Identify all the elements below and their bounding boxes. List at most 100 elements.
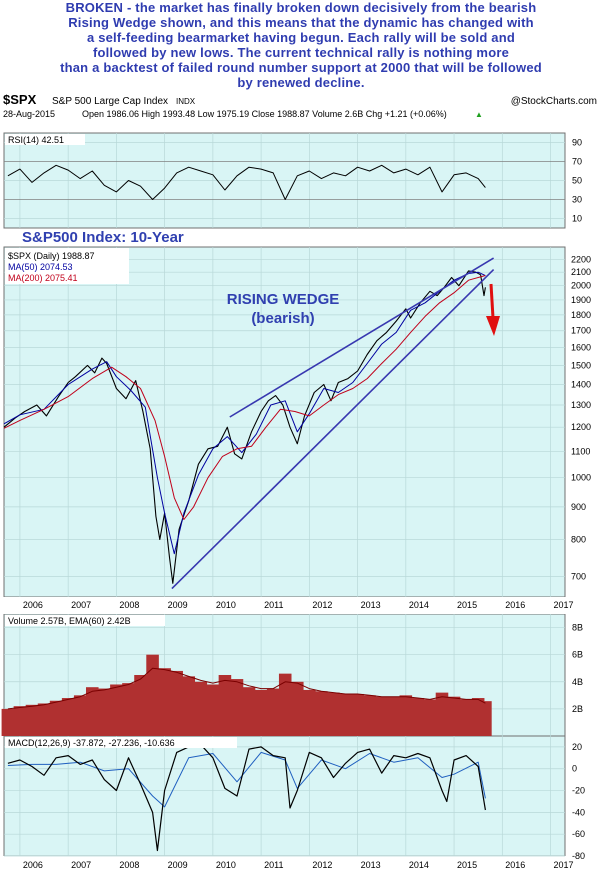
volume-bar xyxy=(73,695,87,736)
year-tick-label: 2006 xyxy=(23,600,43,610)
volume-bar xyxy=(315,691,328,736)
volume-tick-label: 6B xyxy=(572,650,583,660)
watermark: @StockCharts.com xyxy=(511,96,597,107)
volume-bar xyxy=(327,692,340,736)
price-tick-label: 2000 xyxy=(571,281,591,291)
commentary-line: followed by new lows. The current techni… xyxy=(92,45,510,60)
wedge-title-annotation: RISING WEDGE xyxy=(227,291,340,308)
legend-ma200: MA(200) 2075.41 xyxy=(8,273,78,283)
commentary-line: Rising Wedge shown, and this means that … xyxy=(68,15,534,30)
price-tick-label: 1600 xyxy=(571,343,591,353)
rsi-title-bg xyxy=(5,134,85,145)
exchange: INDX xyxy=(176,97,196,106)
price-tick-label: 800 xyxy=(571,534,586,544)
year-tick-label: 2011 xyxy=(264,600,283,610)
volume-bar xyxy=(134,675,147,736)
price-date-axis xyxy=(0,597,602,614)
year-tick-label: 2007 xyxy=(71,600,91,610)
year-tick-label: 2015 xyxy=(457,860,477,870)
volume-bar xyxy=(291,681,304,736)
macd-tick-label: -80 xyxy=(572,851,585,861)
quote-up-arrow-icon: ▲ xyxy=(475,110,483,119)
year-tick-label: 2016 xyxy=(505,860,525,870)
wedge-trendline xyxy=(171,269,495,590)
volume-bar xyxy=(339,693,352,736)
price-tick-label: 1500 xyxy=(571,360,591,370)
year-tick-label: 2006 xyxy=(23,860,43,870)
volume-bar xyxy=(206,684,220,736)
price-tick-label: 1100 xyxy=(571,446,590,456)
year-tick-label: 2008 xyxy=(119,600,139,610)
volume-tick-label: 2B xyxy=(572,704,583,714)
rsi-plot xyxy=(7,164,486,200)
volume-bar xyxy=(194,681,208,736)
price-panel xyxy=(3,246,566,598)
wedge-subtitle-annotation: (bearish) xyxy=(251,310,314,327)
price-tick-label: 700 xyxy=(571,571,586,581)
year-tick-label: 2009 xyxy=(168,860,188,870)
stock-chart: $SPX S&P 500 Large Cap Index INDX @Stock… xyxy=(0,92,602,873)
volume-bar xyxy=(242,687,256,736)
quote-date: 28-Aug-2015 xyxy=(3,109,55,119)
volume-bar xyxy=(303,689,316,736)
year-tick-label: 2016 xyxy=(505,600,525,610)
year-tick-label: 2013 xyxy=(361,600,381,610)
down-arrow-icon xyxy=(486,283,500,336)
year-tick-label: 2007 xyxy=(71,860,91,870)
macd-tick-label: -20 xyxy=(572,786,585,796)
price-tick-label: 1300 xyxy=(571,400,591,410)
year-tick-label: 2017 xyxy=(554,600,574,610)
legend-spx: $SPX (Daily) 1988.87 xyxy=(8,251,95,261)
price-tick-label: 2200 xyxy=(571,254,591,264)
macd-date-axis xyxy=(0,856,602,873)
volume-bar xyxy=(479,701,492,736)
volume-bar xyxy=(182,676,196,736)
volume-bar xyxy=(170,670,183,736)
price-tick-label: 1200 xyxy=(571,422,591,432)
macd-tick-label: 0 xyxy=(572,764,577,774)
commentary-line: than a backtest of failed round number s… xyxy=(60,60,542,75)
rsi-tick-label: 90 xyxy=(572,138,582,148)
year-tick-label: 2017 xyxy=(554,860,574,870)
volume-bar xyxy=(447,696,461,736)
volume-bar xyxy=(411,698,425,736)
commentary-line: BROKEN - the market has finally broken d… xyxy=(65,0,537,15)
year-tick-label: 2013 xyxy=(361,860,381,870)
commentary: BROKEN - the market has finally broken d… xyxy=(0,0,602,90)
commentary-line: by renewed decline. xyxy=(237,75,365,90)
rsi-tick-label: 70 xyxy=(572,157,582,167)
volume-tick-label: 4B xyxy=(572,677,583,687)
volume-plot xyxy=(1,654,492,736)
macd-tick-label: 20 xyxy=(572,742,582,752)
volume-bar xyxy=(423,699,437,736)
axis-ticks: 2006200620072007200820082009200920102010… xyxy=(23,138,591,871)
year-tick-label: 2012 xyxy=(312,860,332,870)
year-tick-label: 2010 xyxy=(216,600,236,610)
year-tick-label: 2010 xyxy=(216,860,236,870)
macd-panel xyxy=(3,735,566,857)
volume-bar xyxy=(375,696,388,736)
price-tick-label: 2100 xyxy=(571,267,591,277)
macd-tick-label: -60 xyxy=(572,829,585,839)
volume-tick-label: 8B xyxy=(572,623,583,633)
volume-bar xyxy=(49,700,63,736)
price-tick-label: 1900 xyxy=(571,295,591,305)
rsi-tick-label: 50 xyxy=(572,176,582,186)
quote-line: Open 1986.06 High 1993.48 Low 1975.19 Cl… xyxy=(82,109,447,119)
macd-title: MACD(12,26,9) -37.872, -27.236, -10.636 xyxy=(8,738,175,748)
year-tick-label: 2014 xyxy=(409,860,429,870)
volume-bar xyxy=(98,688,111,736)
volume-bar xyxy=(61,698,75,736)
price-tick-label: 1700 xyxy=(571,326,591,336)
volume-bar xyxy=(230,679,244,736)
volume-bar xyxy=(351,693,364,736)
volume-bar xyxy=(122,683,135,736)
price-legend xyxy=(5,248,129,284)
ma50-line xyxy=(3,271,486,555)
volume-bar xyxy=(387,696,401,736)
price-tick-label: 1000 xyxy=(571,473,591,483)
index-name: S&P 500 Large Cap Index xyxy=(52,96,168,107)
volume-bar xyxy=(37,703,51,736)
commentary-line: a self-feeding bearmarket having begun. … xyxy=(86,30,516,45)
year-tick-label: 2009 xyxy=(168,600,188,610)
